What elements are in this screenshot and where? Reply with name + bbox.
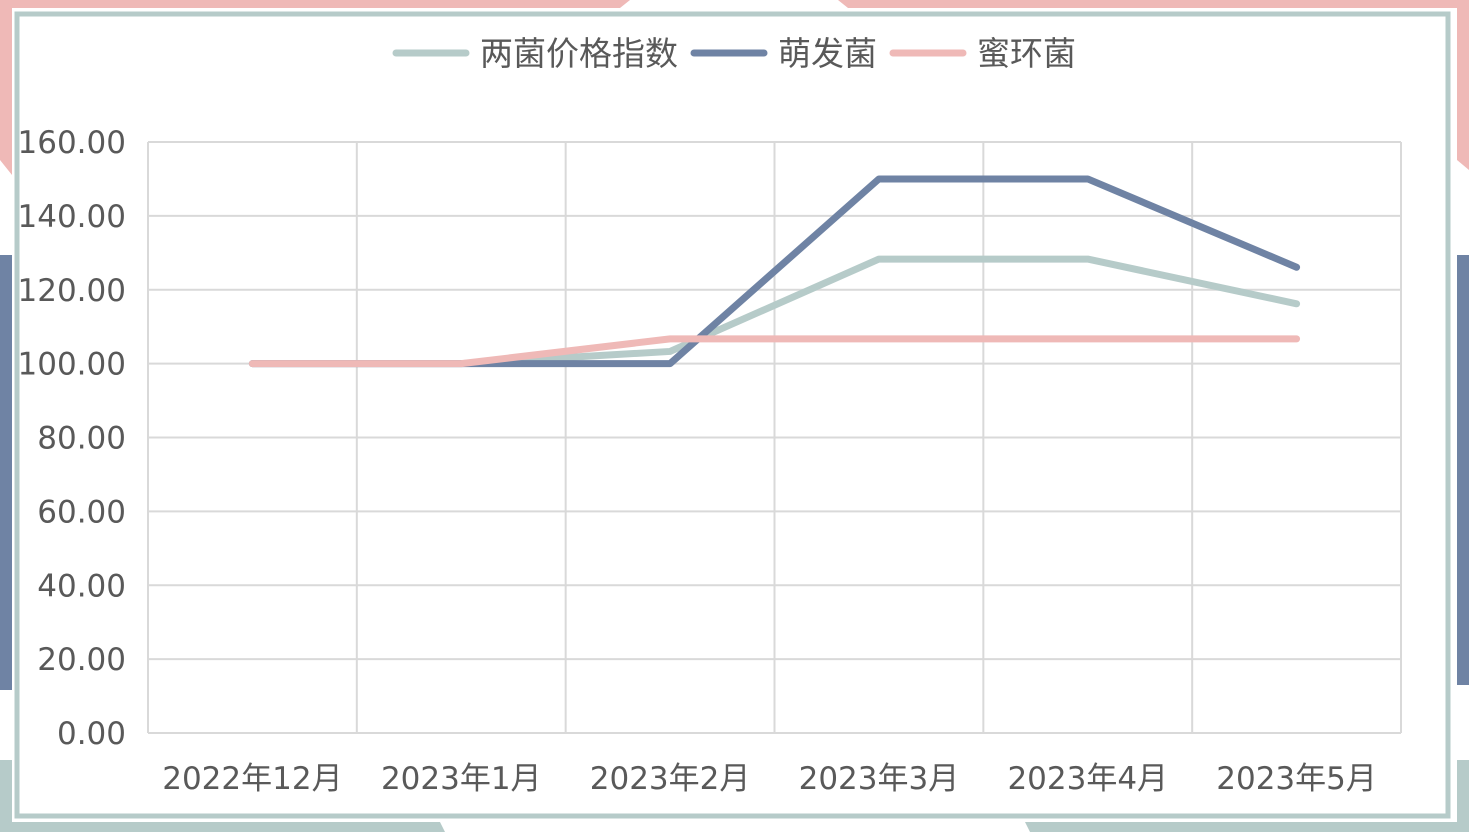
bottom-left-teal-accent [0, 760, 445, 832]
y-axis-ticks: 0.00 20.00 40.00 60.00 80.00 100.00 120.00 140.… [18, 125, 126, 752]
legend-label-1: 两菌价格指数 [480, 34, 678, 73]
legend: 两菌价格指数 萌发菌 蜜环菌 [392, 34, 1076, 73]
y-tick-label: 60.00 [37, 494, 126, 530]
y-tick-label: 0.00 [57, 716, 126, 752]
x-tick-label: 2022年12月 [162, 761, 342, 797]
series-line-3 [248, 335, 1301, 368]
x-axis-ticks: 2022年12月 2023年1月 2023年2月 2023年3月 2023年4月 2023… [162, 761, 1377, 797]
chart-border [14, 11, 1451, 819]
right-blue-accent [1457, 255, 1469, 685]
y-tick-label: 100.00 [18, 347, 126, 383]
y-tick-label: 20.00 [37, 642, 126, 678]
series-lines [248, 175, 1301, 368]
y-tick-label: 160.00 [18, 125, 126, 161]
x-tick-label: 2023年4月 [1007, 761, 1168, 797]
grid-lines [147, 141, 1402, 734]
legend-label-3: 蜜环菌 [977, 34, 1076, 73]
y-tick-label: 120.00 [18, 273, 126, 309]
legend-label-2: 萌发菌 [778, 34, 877, 73]
y-tick-label: 40.00 [37, 568, 126, 604]
x-tick-label: 2023年3月 [799, 761, 960, 797]
y-tick-label: 140.00 [18, 199, 126, 235]
y-tick-label: 80.00 [37, 421, 126, 457]
x-tick-label: 2023年2月 [590, 761, 751, 797]
bottom-right-teal-accent [1025, 760, 1469, 832]
x-tick-label: 2023年5月 [1216, 761, 1377, 797]
left-blue-accent [0, 255, 12, 690]
x-tick-label: 2023年1月 [381, 761, 542, 797]
top-right-pink-accent [838, 0, 1469, 170]
